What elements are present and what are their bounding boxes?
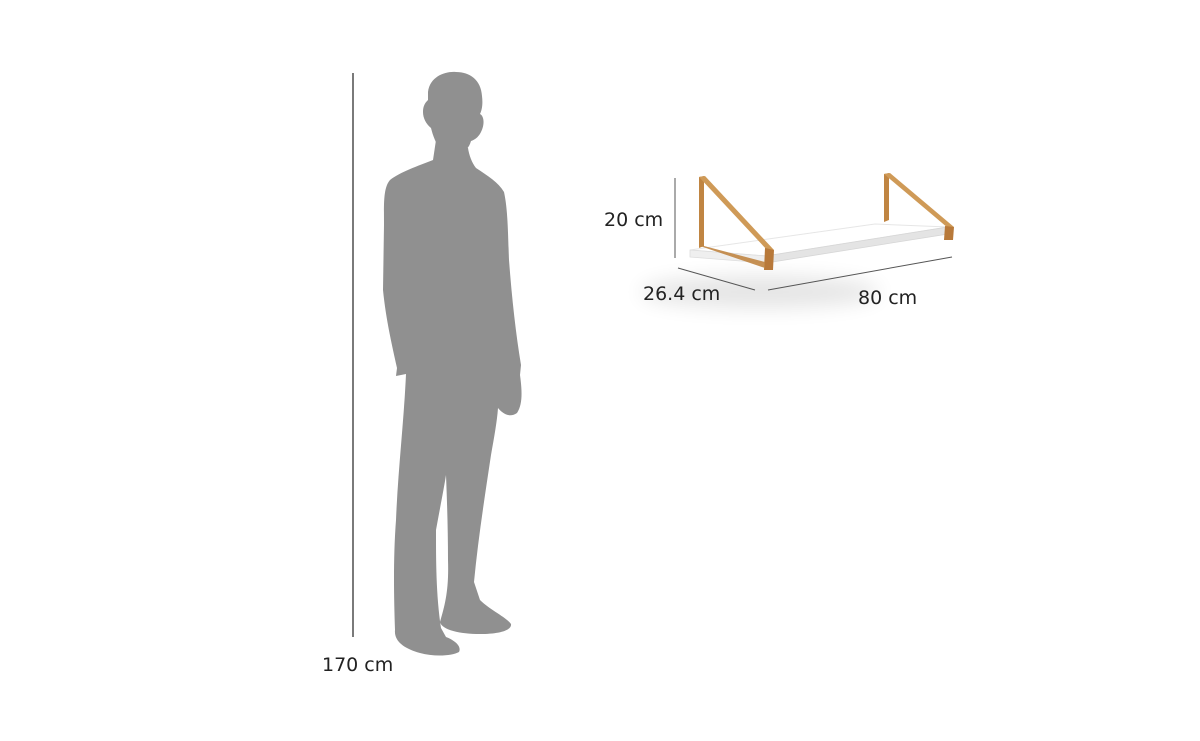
shelf-width-line xyxy=(767,256,953,291)
wall-shelf xyxy=(640,173,954,308)
person-head xyxy=(423,71,484,153)
shelf-height-label: 20 cm xyxy=(604,209,663,231)
left-bracket xyxy=(699,176,774,270)
person-silhouette xyxy=(383,71,522,656)
right-bracket xyxy=(884,173,954,240)
shelf-shadow xyxy=(640,276,880,308)
shelf-depth-line xyxy=(677,267,756,291)
person-height-label: 170 cm xyxy=(322,654,393,676)
shelf-width-label: 80 cm xyxy=(858,287,917,309)
person-body xyxy=(383,140,522,656)
shelf-depth-label: 26.4 cm xyxy=(643,283,720,305)
